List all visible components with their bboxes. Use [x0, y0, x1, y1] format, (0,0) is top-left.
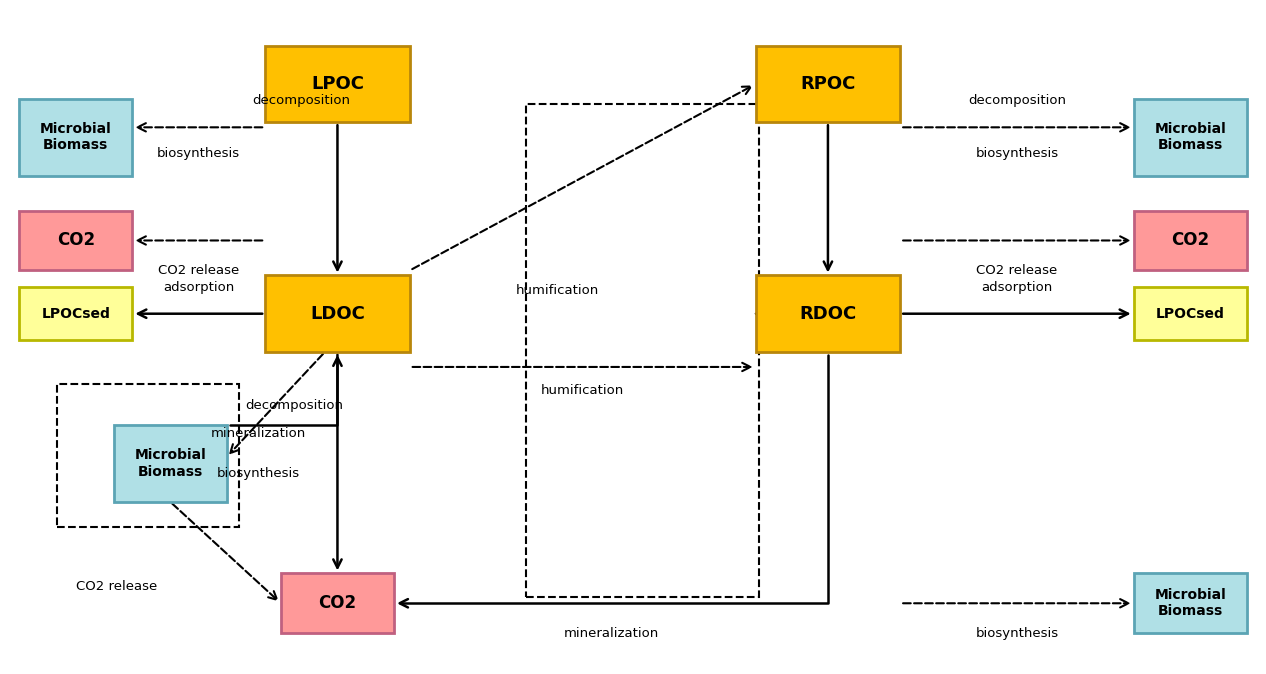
Text: CO2: CO2	[1171, 231, 1209, 249]
Text: Microbial
Biomass: Microbial Biomass	[41, 122, 111, 152]
Text: CO2 release: CO2 release	[976, 264, 1057, 277]
FancyBboxPatch shape	[281, 574, 394, 633]
Text: adsorption: adsorption	[981, 280, 1052, 294]
FancyBboxPatch shape	[756, 276, 900, 352]
Text: adsorption: adsorption	[163, 280, 234, 294]
Text: decomposition: decomposition	[968, 94, 1066, 107]
Text: decomposition: decomposition	[246, 399, 343, 412]
Text: CO2: CO2	[318, 594, 357, 612]
FancyBboxPatch shape	[114, 425, 227, 501]
Text: Microbial
Biomass: Microbial Biomass	[1155, 122, 1225, 152]
FancyBboxPatch shape	[265, 276, 410, 352]
FancyBboxPatch shape	[1133, 210, 1247, 270]
Text: decomposition: decomposition	[252, 94, 351, 107]
FancyBboxPatch shape	[756, 46, 900, 122]
Text: biosynthesis: biosynthesis	[216, 467, 300, 480]
Text: LPOCsed: LPOCsed	[42, 307, 110, 321]
FancyBboxPatch shape	[19, 99, 133, 175]
Text: Microbial
Biomass: Microbial Biomass	[1155, 588, 1225, 618]
FancyBboxPatch shape	[265, 46, 410, 122]
Text: RDOC: RDOC	[799, 305, 857, 323]
Text: LDOC: LDOC	[310, 305, 365, 323]
Text: LPOCsed: LPOCsed	[1156, 307, 1224, 321]
Text: biosynthesis: biosynthesis	[975, 148, 1058, 160]
Text: CO2 release: CO2 release	[158, 264, 239, 277]
Text: biosynthesis: biosynthesis	[975, 627, 1058, 640]
FancyBboxPatch shape	[1133, 287, 1247, 340]
Text: CO2 release: CO2 release	[76, 580, 157, 593]
Text: Microbial
Biomass: Microbial Biomass	[134, 448, 206, 479]
FancyBboxPatch shape	[19, 210, 133, 270]
Text: humification: humification	[517, 284, 599, 297]
Text: mineralization: mineralization	[563, 627, 658, 640]
Text: mineralization: mineralization	[211, 427, 306, 440]
Text: biosynthesis: biosynthesis	[157, 148, 241, 160]
FancyBboxPatch shape	[19, 287, 133, 340]
FancyBboxPatch shape	[1133, 574, 1247, 633]
Text: RPOC: RPOC	[800, 75, 856, 93]
Text: humification: humification	[541, 384, 624, 397]
Text: CO2: CO2	[57, 231, 95, 249]
Text: LPOC: LPOC	[311, 75, 363, 93]
FancyBboxPatch shape	[1133, 99, 1247, 175]
